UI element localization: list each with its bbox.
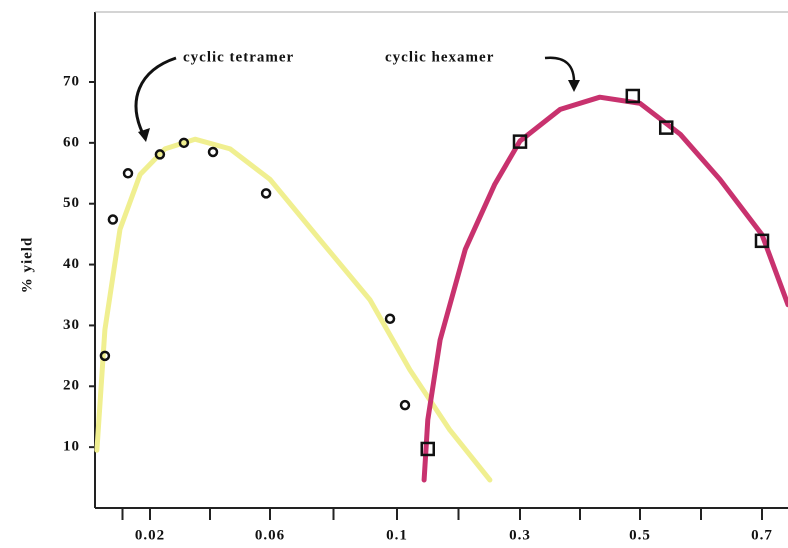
fit-curve (94, 136, 493, 483)
y-tick-label: 60 (63, 134, 80, 150)
y-tick-label: 40 (63, 256, 80, 272)
annotation: cyclic hexamer (385, 49, 494, 65)
point (260, 188, 272, 199)
x-tick-label: 0.1 (386, 527, 408, 543)
y-tick-label: 10 (63, 439, 80, 455)
x-tick-label: 0.7 (751, 527, 773, 543)
y-tick-label: 50 (63, 195, 80, 211)
y-tick-label: 70 (63, 73, 80, 89)
point (99, 350, 111, 362)
fit-curve (421, 94, 788, 483)
point (384, 313, 396, 324)
point (207, 146, 219, 158)
point (178, 137, 190, 149)
arrow-head (568, 80, 580, 92)
arrow (134, 56, 177, 139)
point (399, 399, 411, 411)
y-tick-label: 30 (63, 317, 80, 333)
annotation: cyclic tetramer (183, 49, 294, 65)
x-tick-label: 0.02 (135, 527, 165, 543)
x-tick-label: 0.5 (629, 527, 651, 543)
point (658, 120, 674, 135)
point (122, 168, 134, 179)
y-axis-label: % yield (19, 237, 35, 294)
arrow-head (138, 128, 150, 142)
point (107, 214, 119, 225)
point (154, 149, 166, 160)
x-tick-label: 0.3 (509, 527, 531, 543)
point (512, 134, 528, 149)
point (420, 441, 435, 457)
point (754, 233, 770, 249)
x-tick-label: 0.06 (255, 527, 285, 543)
y-tick-label: 20 (63, 378, 80, 394)
point (625, 88, 641, 104)
